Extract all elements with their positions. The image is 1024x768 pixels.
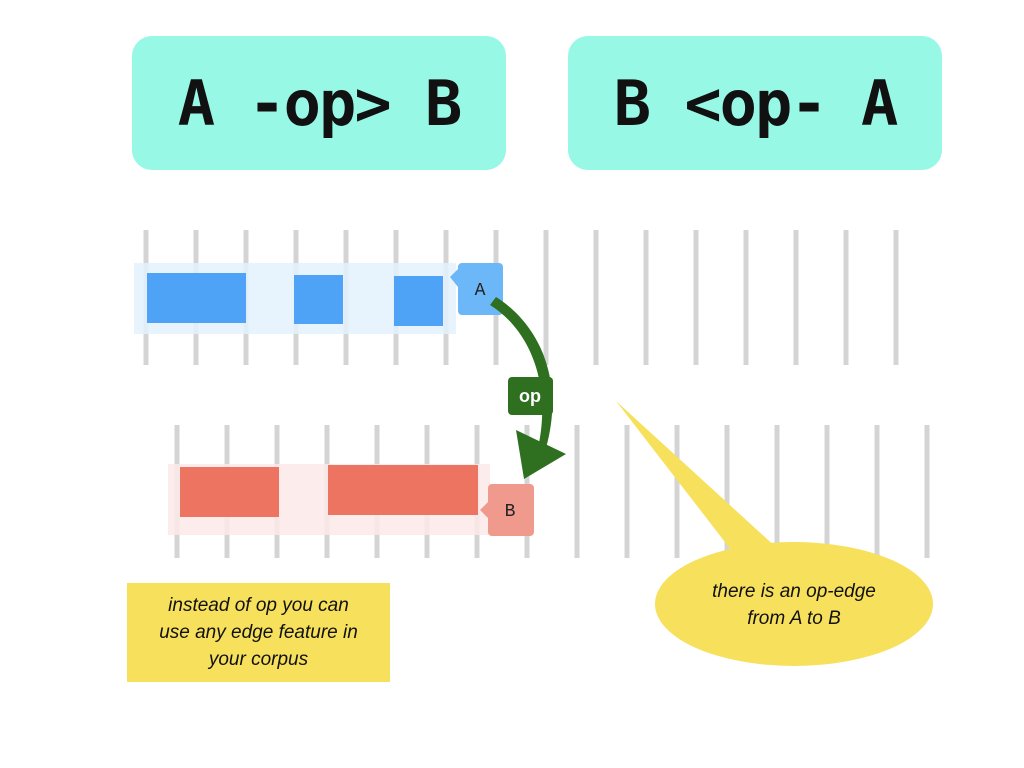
row-b-slot	[180, 467, 279, 517]
edge-label-box	[508, 377, 553, 415]
callout-bubble	[655, 542, 933, 666]
node-a	[450, 263, 503, 315]
row-a-slot	[294, 275, 343, 324]
edge-arrow	[490, 297, 553, 448]
title-right: B <op- A	[568, 36, 942, 170]
edge-label: op	[519, 386, 541, 406]
row-a-slot	[394, 276, 443, 326]
callout-line: from A to B	[747, 608, 841, 629]
node-a-label: A	[475, 281, 486, 301]
title-right-text: B <op- A	[613, 66, 899, 140]
title-left: A -op> B	[132, 36, 506, 170]
node-b	[480, 484, 534, 536]
title-left-text: A -op> B	[177, 66, 463, 140]
note-line: use any edge feature in	[159, 622, 358, 643]
callout-tail	[616, 401, 790, 568]
node-b-label: B	[505, 502, 516, 522]
note-line: your corpus	[208, 649, 309, 670]
edge-arrowhead	[516, 430, 566, 479]
note-box: instead of op you can use any edge featu…	[127, 583, 390, 682]
row-a-slot	[147, 273, 246, 323]
row-b-slot	[328, 465, 478, 515]
note-line: instead of op you can	[168, 595, 349, 616]
callout-text: there is an op-edge from A to B	[672, 578, 916, 632]
callout-line: there is an op-edge	[712, 581, 876, 602]
